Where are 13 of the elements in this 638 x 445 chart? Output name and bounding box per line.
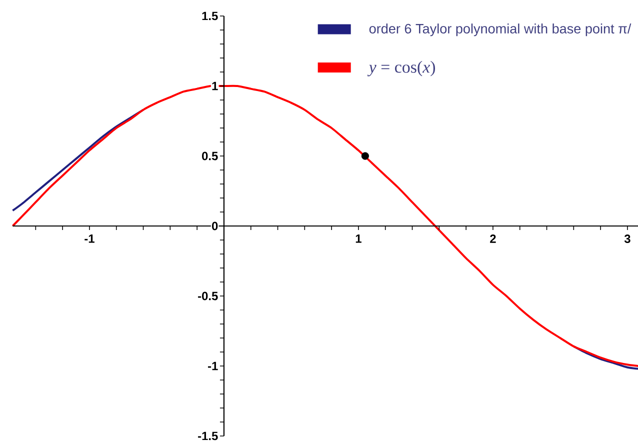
legend-label: order 6 Taylor polynomial with base point π/: [369, 24, 632, 36]
y-tick-label: -1.5: [198, 432, 218, 440]
x-tick-label: -1: [84, 234, 94, 243]
y-tick-label: 1: [212, 82, 218, 90]
y-tick-label: 0: [212, 222, 218, 230]
y-tick-label: -0.5: [198, 292, 218, 300]
x-tick-label: 2: [490, 234, 496, 243]
x-tick-label: 3: [624, 234, 630, 244]
y-tick-label: 1.5: [202, 12, 218, 20]
legend-label: y = cos(x): [367, 60, 436, 76]
y-tick-label: 0.5: [202, 152, 218, 160]
y-tick-label: -1: [208, 362, 218, 370]
x-tick-label: 1: [356, 234, 362, 243]
